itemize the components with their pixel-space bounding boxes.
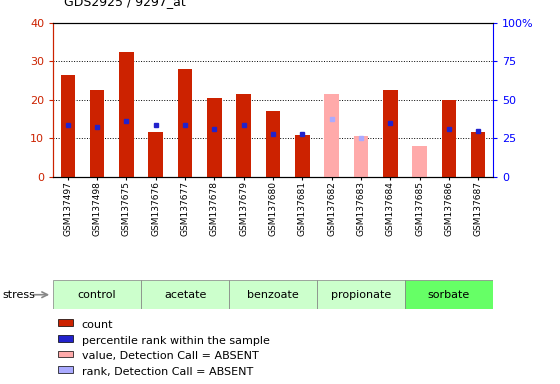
Text: benzoate: benzoate (247, 290, 299, 300)
Bar (58, 319, 73, 326)
Bar (58, 335, 73, 342)
Bar (324, 94, 339, 177)
Bar (207, 98, 222, 177)
Bar (383, 90, 398, 177)
Bar (148, 132, 163, 177)
Bar (353, 136, 368, 177)
Bar (471, 132, 486, 177)
Text: control: control (78, 290, 116, 300)
Bar (90, 90, 105, 177)
Bar (53, 280, 141, 309)
Text: percentile rank within the sample: percentile rank within the sample (82, 336, 270, 346)
Bar (229, 280, 317, 309)
Text: acetate: acetate (164, 290, 206, 300)
Text: GDS2925 / 9297_at: GDS2925 / 9297_at (64, 0, 186, 8)
Bar (236, 94, 251, 177)
Text: rank, Detection Call = ABSENT: rank, Detection Call = ABSENT (82, 367, 253, 377)
Text: count: count (82, 320, 113, 330)
Bar (119, 52, 134, 177)
Bar (412, 146, 427, 177)
Bar (317, 280, 405, 309)
Bar (265, 111, 281, 177)
Bar (295, 135, 310, 177)
Text: stress: stress (3, 290, 36, 300)
Bar (58, 351, 73, 358)
Text: propionate: propionate (331, 290, 391, 300)
Bar (60, 75, 75, 177)
Bar (405, 280, 493, 309)
Text: sorbate: sorbate (428, 290, 470, 300)
Bar (58, 366, 73, 373)
Bar (178, 69, 193, 177)
Bar (441, 100, 456, 177)
Text: value, Detection Call = ABSENT: value, Detection Call = ABSENT (82, 351, 259, 361)
Bar (141, 280, 229, 309)
